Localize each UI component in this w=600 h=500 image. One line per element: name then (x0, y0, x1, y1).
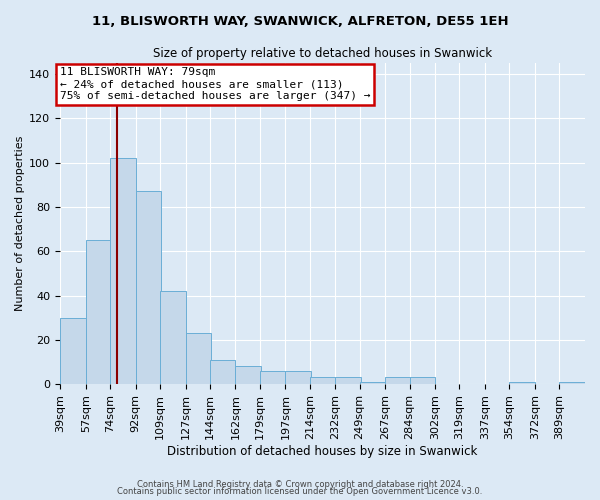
Text: 11, BLISWORTH WAY, SWANWICK, ALFRETON, DE55 1EH: 11, BLISWORTH WAY, SWANWICK, ALFRETON, D… (92, 15, 508, 28)
Bar (410, 378, 435, 384)
Text: Contains public sector information licensed under the Open Government Licence v3: Contains public sector information licen… (118, 488, 482, 496)
Bar (335, 378, 361, 384)
Bar (509, 382, 535, 384)
Bar (210, 360, 235, 384)
Bar (235, 366, 261, 384)
Bar (136, 192, 161, 384)
Bar (86, 240, 112, 384)
X-axis label: Distribution of detached houses by size in Swanwick: Distribution of detached houses by size … (167, 444, 478, 458)
Bar (559, 382, 585, 384)
Bar (185, 333, 211, 384)
Text: Contains HM Land Registry data © Crown copyright and database right 2024.: Contains HM Land Registry data © Crown c… (137, 480, 463, 489)
Title: Size of property relative to detached houses in Swanwick: Size of property relative to detached ho… (153, 48, 492, 60)
Bar (160, 291, 185, 384)
Bar (286, 371, 311, 384)
Bar (110, 158, 136, 384)
Bar (260, 371, 286, 384)
Bar (60, 318, 86, 384)
Bar (385, 378, 411, 384)
Bar (359, 382, 385, 384)
Text: 11 BLISWORTH WAY: 79sqm
← 24% of detached houses are smaller (113)
75% of semi-d: 11 BLISWORTH WAY: 79sqm ← 24% of detache… (60, 68, 371, 100)
Y-axis label: Number of detached properties: Number of detached properties (15, 136, 25, 312)
Bar (310, 378, 335, 384)
